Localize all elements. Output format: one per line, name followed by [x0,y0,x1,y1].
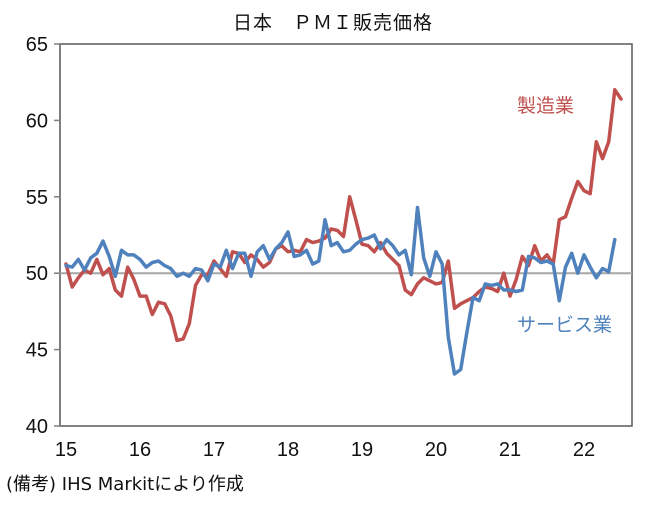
x-tick-label: 17 [203,439,225,461]
manufacturing-label: 製造業 [517,95,574,117]
x-tick-label: 21 [499,439,521,461]
x-tick-label: 16 [129,439,151,461]
y-tick-label: 50 [26,263,48,285]
x-tick-label: 20 [425,439,447,461]
x-tick-label: 19 [351,439,373,461]
services-line [64,205,617,376]
y-tick-label: 45 [26,340,48,362]
chart-title: 日本 ＰＭＩ販売価格 [232,12,433,34]
manufacturing-line [64,88,623,343]
axes: 40 45 50 55 60 65 15 16 17 18 19 20 21 22 [26,34,633,461]
series-lines [64,88,623,376]
x-tick-label: 18 [277,439,299,461]
source-note: (備考) IHS Markitにより作成 [6,474,244,495]
y-tick-label: 40 [26,416,48,438]
x-tick-label: 15 [55,439,77,461]
y-tick-label: 65 [26,34,48,56]
x-tick-label: 22 [573,439,595,461]
y-tick-label: 60 [26,110,48,132]
y-tick-label: 55 [26,187,48,209]
services-label: サービス業 [517,314,612,336]
